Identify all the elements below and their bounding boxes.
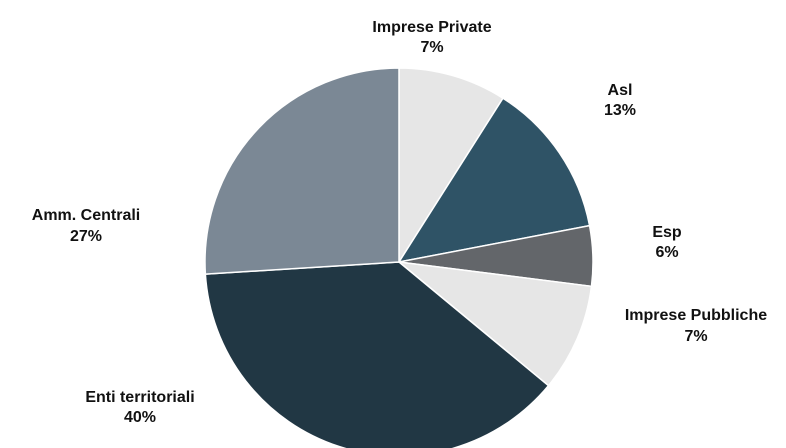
pie-slice-imprese-pubbliche xyxy=(398,261,593,387)
pie-slices xyxy=(204,67,594,448)
label-amm-centrali-value: 27% xyxy=(70,228,102,245)
label-esp-value: 6% xyxy=(655,244,678,261)
pie-slice-enti-territoriali xyxy=(204,261,550,448)
label-imprese-private-value: 7% xyxy=(420,39,443,56)
label-enti-territoriali-value: 40% xyxy=(124,409,156,426)
label-amm-centrali-name: Amm. Centrali xyxy=(32,207,140,224)
label-esp-name: Esp xyxy=(652,224,682,241)
pie-labels: Imprese Private 7% Asl 13% Esp 6% Impres… xyxy=(32,19,767,426)
label-imprese-pubbliche-value: 7% xyxy=(684,328,707,345)
label-enti-territoriali-name: Enti territoriali xyxy=(85,389,194,406)
label-asl-value: 13% xyxy=(604,102,636,119)
pie-slice-imprese-private xyxy=(398,67,504,263)
pie-slice-amm-centrali xyxy=(204,67,400,275)
label-imprese-private-name: Imprese Private xyxy=(372,19,491,36)
label-imprese-pubbliche-name: Imprese Pubbliche xyxy=(625,307,767,324)
pie-slice-asl xyxy=(398,97,591,263)
label-asl-name: Asl xyxy=(608,82,633,99)
